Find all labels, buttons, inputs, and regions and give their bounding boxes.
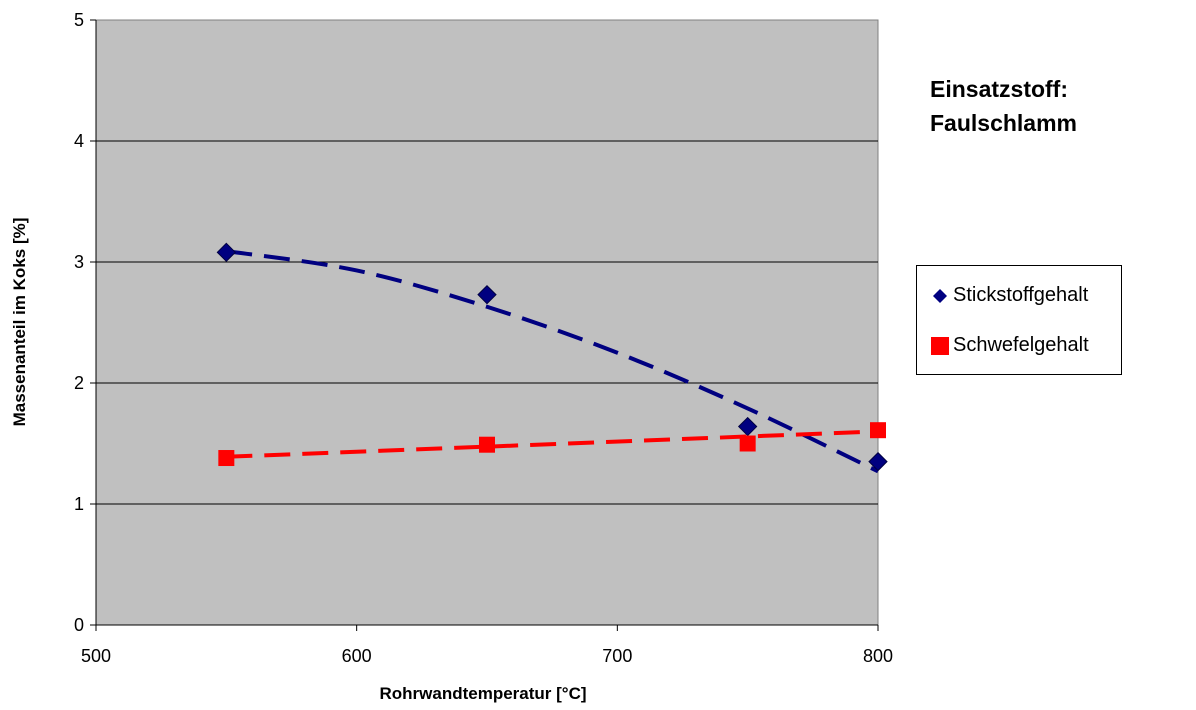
legend-label-sulfur: Schwefelgehalt [953, 334, 1089, 356]
data-point-sulfur [218, 450, 235, 467]
x-tick-label: 700 [602, 646, 632, 666]
y-axis-title: Massenanteil im Koks [%] [10, 218, 29, 427]
annotation: Einsatzstoff: Faulschlamm [930, 72, 1077, 140]
axes [90, 19, 879, 631]
plot-area [95, 19, 879, 626]
data-point-nitrogen [216, 242, 237, 263]
annotation-line-1: Einsatzstoff: [930, 76, 1068, 102]
data-point-sulfur [739, 435, 756, 452]
x-tick-label: 600 [342, 646, 372, 666]
data-point-sulfur [479, 436, 495, 453]
legend-item-sulfur: Schwefelgehalt [929, 334, 1089, 357]
y-tick-label: 1 [74, 494, 84, 514]
x-tick-label: 500 [81, 646, 111, 666]
y-tick-label: 5 [74, 10, 84, 30]
legend-label-nitrogen: Stickstoffgehalt [953, 284, 1089, 306]
trendlines [226, 249, 879, 474]
legend-item-nitrogen: Stickstoffgehalt [929, 284, 1088, 307]
y-tick-label: 4 [74, 131, 84, 151]
y-tick-label: 0 [74, 615, 84, 635]
data-points [216, 242, 888, 472]
data-point-nitrogen [868, 451, 888, 472]
y-tick-label: 3 [74, 252, 84, 272]
annotation-line-2: Faulschlamm [930, 110, 1077, 136]
x-tick-label: 800 [863, 646, 893, 666]
diamond-marker-icon [929, 285, 951, 307]
legend: Stickstoffgehalt Schwefelgehalt [916, 265, 1122, 375]
data-point-sulfur [870, 422, 886, 439]
x-axis-title: Rohrwandtemperatur [°C] [379, 684, 586, 703]
tick-labels: 0 1 2 3 4 5 500 600 700 800 [74, 10, 893, 666]
data-point-nitrogen [477, 284, 497, 305]
trendline-nitrogen [226, 249, 879, 474]
y-tick-label: 2 [74, 373, 84, 393]
square-marker-icon [929, 335, 951, 357]
trendline-sulfur [226, 429, 879, 459]
